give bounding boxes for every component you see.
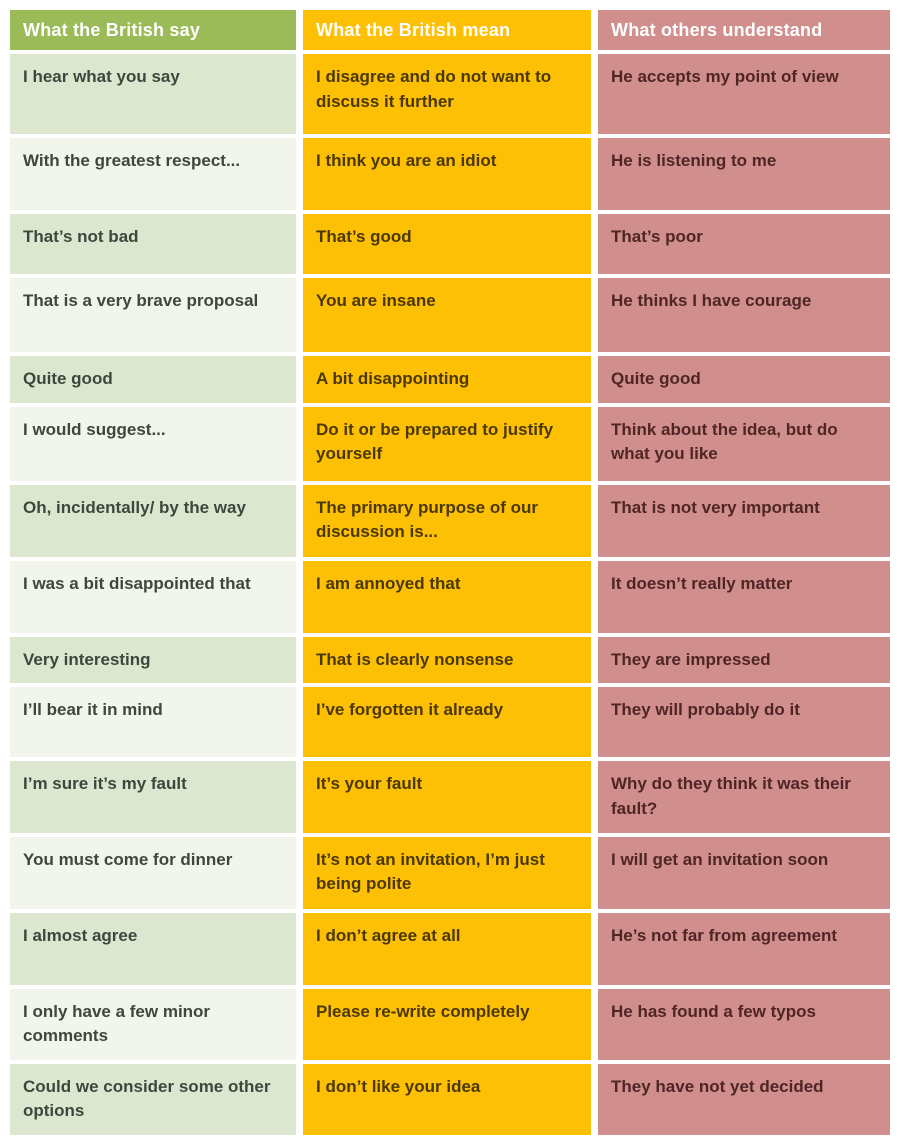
cell-say-row-2: With the greatest respect... xyxy=(10,138,296,210)
cell-mean-row-14: Please re-write completely xyxy=(303,988,591,1060)
cell-mean-row-7: The primary purpose of our discussion is… xyxy=(303,484,591,557)
cell-say-row-5: Quite good xyxy=(10,356,296,403)
cell-understand-row-4: He thinks I have courage xyxy=(598,278,890,352)
cell-understand-row-11: Why do they think it was their fault? xyxy=(598,761,890,833)
cell-mean-row-6: Do it or be prepared to justify yourself xyxy=(303,406,591,481)
cell-say-row-15: Could we consider some other options xyxy=(10,1063,296,1136)
cell-say-row-13: I almost agree xyxy=(10,912,296,985)
cell-understand-row-7: That is not very important xyxy=(598,484,890,557)
column-header-mean: What the British mean xyxy=(303,10,591,50)
cell-understand-row-2: He is listening to me xyxy=(598,138,890,210)
cell-mean-row-10: I’ve forgotten it already xyxy=(303,687,591,758)
cell-understand-row-6: Think about the idea, but do what you li… xyxy=(598,406,890,481)
cell-understand-row-8: It doesn’t really matter xyxy=(598,560,890,633)
cell-say-row-10: I’ll bear it in mind xyxy=(10,687,296,758)
cell-understand-row-13: He’s not far from agreement xyxy=(598,912,890,985)
cell-mean-row-4: You are insane xyxy=(303,278,591,352)
cell-say-row-1: I hear what you say xyxy=(10,54,296,134)
cell-mean-row-9: That is clearly nonsense xyxy=(303,636,591,684)
british-politeness-table: What the British say What the British mea… xyxy=(10,10,890,1136)
cell-mean-row-12: It’s not an invitation, I’m just being p… xyxy=(303,836,591,909)
cell-understand-row-10: They will probably do it xyxy=(598,687,890,758)
cell-say-row-11: I’m sure it’s my fault xyxy=(10,761,296,833)
cell-understand-row-5: Quite good xyxy=(598,356,890,403)
cell-understand-row-9: They are impressed xyxy=(598,636,890,684)
cell-understand-row-14: He has found a few typos xyxy=(598,988,890,1060)
column-header-understand: What others understand xyxy=(598,10,890,50)
cell-say-row-8: I was a bit disappointed that xyxy=(10,560,296,633)
cell-mean-row-3: That’s good xyxy=(303,214,591,274)
cell-mean-row-15: I don’t like your idea xyxy=(303,1063,591,1136)
cell-say-row-9: Very interesting xyxy=(10,636,296,684)
cell-mean-row-8: I am annoyed that xyxy=(303,560,591,633)
cell-say-row-7: Oh, incidentally/ by the way xyxy=(10,484,296,557)
cell-say-row-12: You must come for dinner xyxy=(10,836,296,909)
cell-mean-row-1: I disagree and do not want to discuss it… xyxy=(303,54,591,134)
cell-mean-row-5: A bit disappointing xyxy=(303,356,591,403)
cell-say-row-14: I only have a few minor comments xyxy=(10,988,296,1060)
cell-understand-row-15: They have not yet decided xyxy=(598,1063,890,1136)
cell-understand-row-1: He accepts my point of view xyxy=(598,54,890,134)
cell-say-row-4: That is a very brave proposal xyxy=(10,278,296,352)
cell-say-row-6: I would suggest... xyxy=(10,406,296,481)
cell-mean-row-2: I think you are an idiot xyxy=(303,138,591,210)
cell-understand-row-3: That’s poor xyxy=(598,214,890,274)
cell-say-row-3: That’s not bad xyxy=(10,214,296,274)
cell-mean-row-11: It’s your fault xyxy=(303,761,591,833)
column-header-say: What the British say xyxy=(10,10,296,50)
cell-mean-row-13: I don’t agree at all xyxy=(303,912,591,985)
cell-understand-row-12: I will get an invitation soon xyxy=(598,836,890,909)
